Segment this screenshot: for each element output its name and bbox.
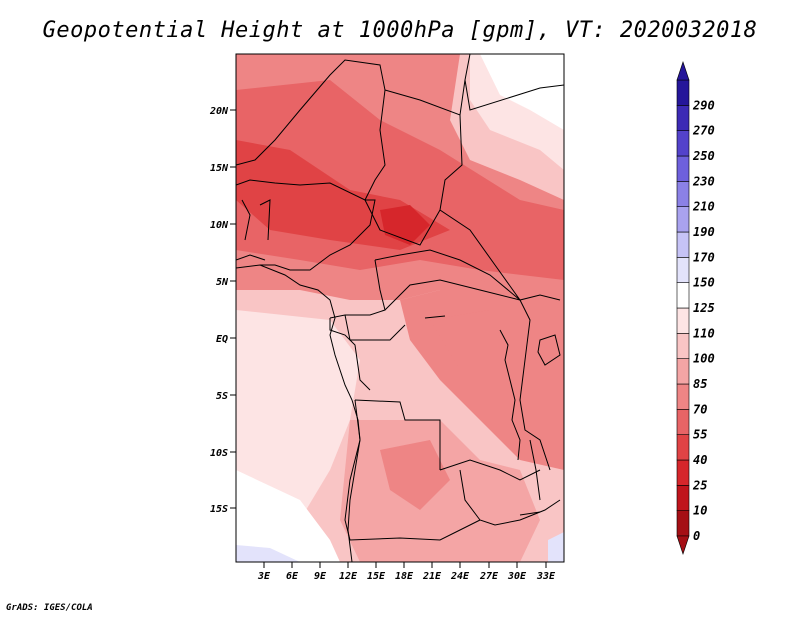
- colorbar-swatch: [676, 485, 690, 511]
- lon-axis: 3E 6E 9E 12E 15E 18E 21E 24E 27E 30E 33E: [257, 562, 556, 582]
- lat-label: 15S: [210, 504, 228, 515]
- colorbar-label: 25: [692, 478, 707, 492]
- colorbar-bottom-arrow: [676, 535, 690, 555]
- lat-label: 15N: [210, 163, 229, 174]
- colorbar-swatch: [676, 434, 690, 461]
- colorbar-label: 100: [693, 352, 715, 366]
- colorbar-swatch: [676, 231, 690, 258]
- country-borders: [236, 54, 564, 562]
- colorbar-label: 70: [693, 402, 707, 416]
- lat-axis: 20N 15N 10N 5N EQ 5S 10S 15S: [209, 106, 236, 515]
- colorbar-swatch: [676, 79, 690, 106]
- lon-label: 21E: [422, 571, 442, 582]
- colorbar-label: 190: [693, 225, 715, 239]
- lon-label: 3E: [257, 571, 271, 582]
- lat-label: 20N: [209, 106, 229, 117]
- lon-label: 27E: [479, 571, 499, 582]
- colorbar-label: 110: [693, 326, 715, 340]
- colorbar: 0 10 25 40 55 70 85 100 110 125 150 170 190 210 230 250…: [676, 61, 715, 555]
- colorbar-swatch: [676, 181, 690, 207]
- height-field: [236, 54, 564, 562]
- lon-label: 9E: [314, 571, 327, 582]
- lon-label: 12E: [339, 571, 358, 582]
- colorbar-label: 40: [693, 453, 707, 467]
- colorbar-label: 210: [692, 200, 715, 214]
- lon-label: 33E: [536, 571, 556, 582]
- colorbar-label: 170: [693, 250, 715, 264]
- colorbar-label: 125: [693, 301, 715, 315]
- chart-title: Geopotential Height at 1000hPa [gpm], VT…: [42, 18, 758, 43]
- map-frame: [235, 53, 565, 563]
- colorbar-label: 250: [692, 149, 715, 163]
- lon-label: 30E: [507, 571, 527, 582]
- colorbar-label: 10: [693, 504, 707, 518]
- lon-label: 18E: [395, 571, 414, 582]
- colorbar-swatch: [676, 130, 690, 157]
- lat-label: EQ: [216, 334, 228, 345]
- colorbar-swatch: [676, 333, 690, 359]
- lon-label: 24E: [450, 571, 470, 582]
- lat-label: 5N: [216, 277, 229, 288]
- colorbar-swatch: [676, 282, 690, 309]
- colorbar-label: 85: [693, 377, 707, 391]
- colorbar-swatch: [676, 358, 690, 385]
- colorbar-label: 230: [692, 174, 715, 188]
- colorbar-label: 0: [693, 529, 700, 543]
- colorbar-label: 150: [693, 276, 715, 290]
- colorbar-swatch: [676, 459, 690, 486]
- lon-label: 6E: [286, 571, 299, 582]
- colorbar-swatch: [676, 257, 690, 283]
- footer-credit: GrADS: IGES/COLA: [6, 603, 93, 613]
- colorbar-label: 55: [693, 428, 707, 442]
- lat-label: 10N: [210, 220, 229, 231]
- colorbar-swatch: [676, 510, 690, 537]
- lon-label: 15E: [367, 571, 386, 582]
- colorbar-swatch: [676, 307, 690, 334]
- colorbar-top-arrow: [676, 61, 690, 81]
- lat-label: 10S: [210, 448, 228, 459]
- colorbar-swatch: [676, 383, 690, 410]
- colorbar-swatch: [676, 155, 690, 182]
- colorbar-label: 270: [692, 124, 715, 138]
- colorbar-swatch: [676, 409, 690, 435]
- colorbar-swatch: [676, 105, 690, 131]
- colorbar-label: 290: [692, 98, 715, 112]
- colorbar-swatch: [676, 206, 690, 233]
- lat-label: 5S: [216, 391, 228, 402]
